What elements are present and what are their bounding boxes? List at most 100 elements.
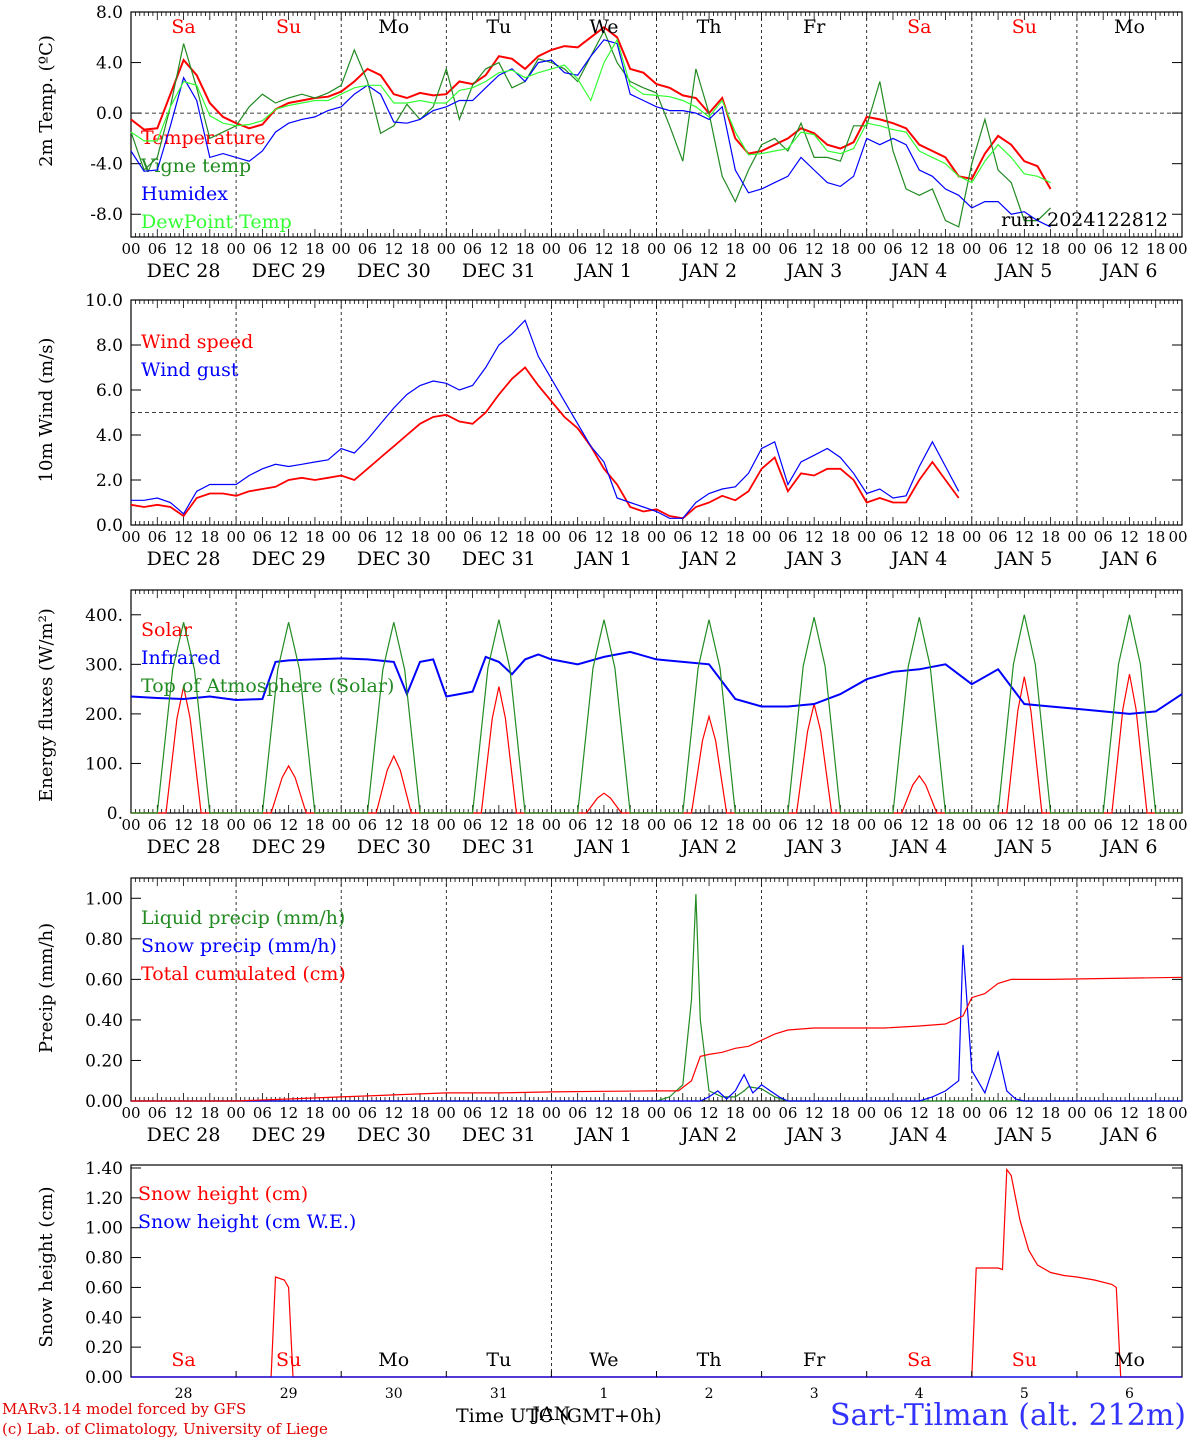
y-tick-label: 1.40 [85, 1159, 123, 1179]
hour-label: 18 [936, 816, 955, 834]
day-number-label: 29 [280, 1386, 298, 1402]
date-label: JAN 1 [574, 260, 632, 282]
hour-label: 18 [200, 240, 219, 258]
hour-label: 12 [700, 816, 719, 834]
date-label: JAN 3 [784, 1124, 842, 1146]
hour-label: 06 [883, 240, 902, 258]
hour-label: 00 [647, 816, 666, 834]
series-line-total-cumulated-cm- [131, 976, 1183, 1102]
hour-label: 12 [174, 240, 193, 258]
hour-label: 18 [726, 816, 745, 834]
hour-label: 18 [305, 528, 324, 546]
y-tick-label: 1.20 [85, 1189, 123, 1209]
hour-label: 00 [437, 1104, 456, 1122]
date-label: DEC 28 [147, 836, 221, 858]
hour-label: 18 [200, 528, 219, 546]
series-line-vigne-temp [130, 29, 1052, 228]
hour-label: 12 [384, 816, 403, 834]
hour-label: 18 [516, 240, 535, 258]
hour-label: 18 [1146, 528, 1165, 546]
hour-label: 12 [910, 240, 929, 258]
legend-vigne-temp: Vigne temp [140, 155, 251, 177]
day-number-label: 2 [705, 1386, 714, 1402]
hour-label: 00 [752, 816, 771, 834]
date-label: DEC 29 [252, 260, 326, 282]
hour-label: 06 [253, 1104, 272, 1122]
hour-label: 12 [279, 816, 298, 834]
hour-label: 12 [594, 816, 613, 834]
date-label: DEC 28 [147, 1124, 221, 1146]
date-label: JAN 5 [994, 548, 1052, 570]
hour-label: 12 [489, 816, 508, 834]
hour-label: 18 [410, 1104, 429, 1122]
hour-label: 00 [1067, 528, 1086, 546]
hour-label: 06 [673, 240, 692, 258]
hour-label: 00 [542, 240, 561, 258]
hour-label: 00 [332, 816, 351, 834]
date-label: JAN 4 [889, 548, 947, 570]
hour-label: 18 [200, 816, 219, 834]
date-label: JAN 4 [889, 836, 947, 858]
hour-label: 12 [1015, 528, 1034, 546]
hour-label: 12 [1120, 240, 1139, 258]
hour-label: 06 [148, 528, 167, 546]
month-label: JAN [530, 1403, 570, 1425]
series-line-temperature [130, 25, 1052, 190]
hour-label: 18 [1146, 816, 1165, 834]
hour-label: 06 [148, 1104, 167, 1122]
weekday-label: Th [697, 1349, 722, 1371]
hour-label: 18 [516, 528, 535, 546]
date-label: JAN 5 [994, 836, 1052, 858]
hour-label: 18 [1146, 1104, 1165, 1122]
hour-label: 00 [437, 240, 456, 258]
date-label: DEC 30 [357, 548, 431, 570]
weekday-label: Mo [378, 1349, 409, 1371]
hour-label: 06 [358, 816, 377, 834]
hour-label: 06 [568, 240, 587, 258]
hour-label: 12 [174, 816, 193, 834]
hour-label: 12 [1120, 816, 1139, 834]
y-tick-label: 0.00 [85, 1092, 123, 1112]
legend-temperature: Temperature [141, 127, 265, 149]
hour-label: 00 [962, 816, 981, 834]
hour-label: 06 [778, 240, 797, 258]
date-label: DEC 31 [462, 836, 536, 858]
y-tick-label: 8.0 [96, 3, 123, 23]
hour-label: 00 [121, 528, 140, 546]
hour-label: 12 [910, 816, 929, 834]
y-tick-label: 0.20 [85, 1338, 123, 1358]
hour-label: 18 [621, 1104, 640, 1122]
hour-label: 00 [437, 528, 456, 546]
hour-label: 18 [831, 240, 850, 258]
hour-label: 06 [568, 816, 587, 834]
hour-label: 00 [752, 240, 771, 258]
credit-line-1: MARv3.14 model forced by GFS [2, 1400, 247, 1418]
date-label: JAN 6 [1099, 548, 1157, 570]
legend-top-of-atmosphere-solar-: Top of Atmosphere (Solar) [141, 675, 394, 697]
hour-label: 12 [1120, 1104, 1139, 1122]
legend-infrared: Infrared [141, 647, 221, 669]
hour-label: 06 [1094, 1104, 1113, 1122]
date-label: JAN 5 [994, 1124, 1052, 1146]
hour-label: 06 [883, 816, 902, 834]
weekday-label: Fr [803, 16, 826, 38]
hour-label: 06 [883, 1104, 902, 1122]
hour-label: 18 [1146, 240, 1165, 258]
y-tick-label: 1.00 [85, 1219, 123, 1239]
y-tick-label: 200. [85, 705, 123, 725]
hour-label: 12 [910, 528, 929, 546]
y-tick-label: 0.20 [85, 1051, 123, 1071]
hour-label: 06 [148, 816, 167, 834]
y-tick-label: 0.40 [85, 1308, 123, 1328]
hour-label: 00 [752, 1104, 771, 1122]
hour-label: 06 [148, 240, 167, 258]
date-label: DEC 31 [462, 1124, 536, 1146]
y-tick-label: 0.60 [85, 970, 123, 990]
weekday-label: Tu [486, 16, 511, 38]
hour-label: 06 [253, 528, 272, 546]
date-label: JAN 2 [679, 548, 737, 570]
date-label: DEC 28 [147, 260, 221, 282]
hour-label: 00 [542, 1104, 561, 1122]
hour-label: 06 [463, 816, 482, 834]
day-number-label: 1 [599, 1386, 608, 1402]
